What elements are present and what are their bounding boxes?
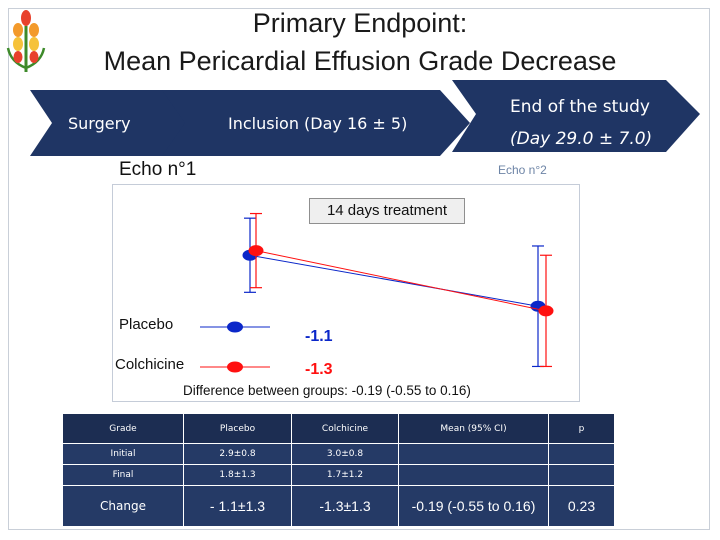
legend-placebo-label: Placebo bbox=[119, 316, 174, 333]
table-row: Initial 2.9±0.8 3.0±0.8 bbox=[62, 443, 615, 465]
cell-change-label: Change bbox=[62, 485, 184, 527]
difference-between-groups: Difference between groups: -0.19 (-0.55 … bbox=[183, 383, 471, 398]
cell-change-colchicine: -1.3±1.3 bbox=[291, 485, 399, 527]
cell-final-p bbox=[548, 464, 615, 486]
end-study-arrow bbox=[452, 80, 700, 152]
cell-final-placebo: 1.8±1.3 bbox=[183, 464, 292, 486]
cell-initial-ci bbox=[398, 443, 549, 465]
colchicine-change-value: -1.3 bbox=[305, 361, 333, 378]
chart-panel bbox=[112, 184, 580, 402]
slide-frame bbox=[8, 8, 710, 530]
colchicine-point-1 bbox=[538, 305, 554, 317]
cell-change-ci: -0.19 (-0.55 to 0.16) bbox=[398, 485, 549, 527]
cell-change-p: 0.23 bbox=[548, 485, 615, 527]
legend-colchicine-label: Colchicine bbox=[115, 356, 185, 373]
cell-initial-colchicine: 3.0±0.8 bbox=[291, 443, 399, 465]
inclusion-arrow bbox=[162, 90, 470, 156]
timeline-inclusion: Inclusion (Day 16 ± 5) bbox=[228, 114, 408, 133]
cell-final-label: Final bbox=[62, 464, 184, 486]
legend-placebo-marker bbox=[227, 321, 243, 333]
wheat-logo-icon bbox=[6, 10, 46, 72]
legend-colchicine-marker bbox=[227, 361, 243, 373]
cell-initial-p bbox=[548, 443, 615, 465]
header-p: p bbox=[548, 413, 615, 444]
table-row: Change - 1.1±1.3 -1.3±1.3 -0.19 (-0.55 t… bbox=[62, 485, 615, 527]
colchicine-point-0 bbox=[248, 245, 264, 257]
colchicine-series-line bbox=[255, 250, 547, 312]
results-table: Grade Placebo Colchicine Mean (95% CI) p… bbox=[62, 413, 615, 527]
header-placebo: Placebo bbox=[183, 413, 292, 444]
cell-initial-label: Initial bbox=[62, 443, 184, 465]
cell-initial-placebo: 2.9±0.8 bbox=[183, 443, 292, 465]
header-colchicine: Colchicine bbox=[291, 413, 399, 444]
table-row: Final 1.8±1.3 1.7±1.2 bbox=[62, 464, 615, 486]
slide-title-line2: Mean Pericardial Effusion Grade Decrease bbox=[103, 46, 617, 76]
timeline-arrows bbox=[30, 80, 700, 156]
surgery-arrow bbox=[30, 90, 192, 156]
echo-1-label: Echo n°1 bbox=[115, 159, 201, 181]
cell-final-colchicine: 1.7±1.2 bbox=[291, 464, 399, 486]
timeline-surgery: Surgery bbox=[68, 114, 131, 133]
placebo-change-value: -1.1 bbox=[305, 328, 333, 345]
placebo-series-line bbox=[249, 254, 539, 307]
effusion-chart bbox=[200, 212, 554, 373]
treatment-annotation: 14 days treatment bbox=[309, 198, 465, 224]
header-grade: Grade bbox=[62, 413, 184, 444]
echo-2-label: Echo n°2 bbox=[498, 163, 547, 177]
cell-final-ci bbox=[398, 464, 549, 486]
header-mean-ci: Mean (95% CI) bbox=[398, 413, 549, 444]
table-header-row: Grade Placebo Colchicine Mean (95% CI) p bbox=[62, 413, 615, 444]
cell-change-placebo: - 1.1±1.3 bbox=[183, 485, 292, 527]
slide-title-line1: Primary Endpoint: bbox=[252, 8, 468, 38]
timeline-end-line2: (Day 29.0 ± 7.0) bbox=[510, 129, 653, 149]
timeline-end-line1: End of the study bbox=[510, 97, 650, 117]
